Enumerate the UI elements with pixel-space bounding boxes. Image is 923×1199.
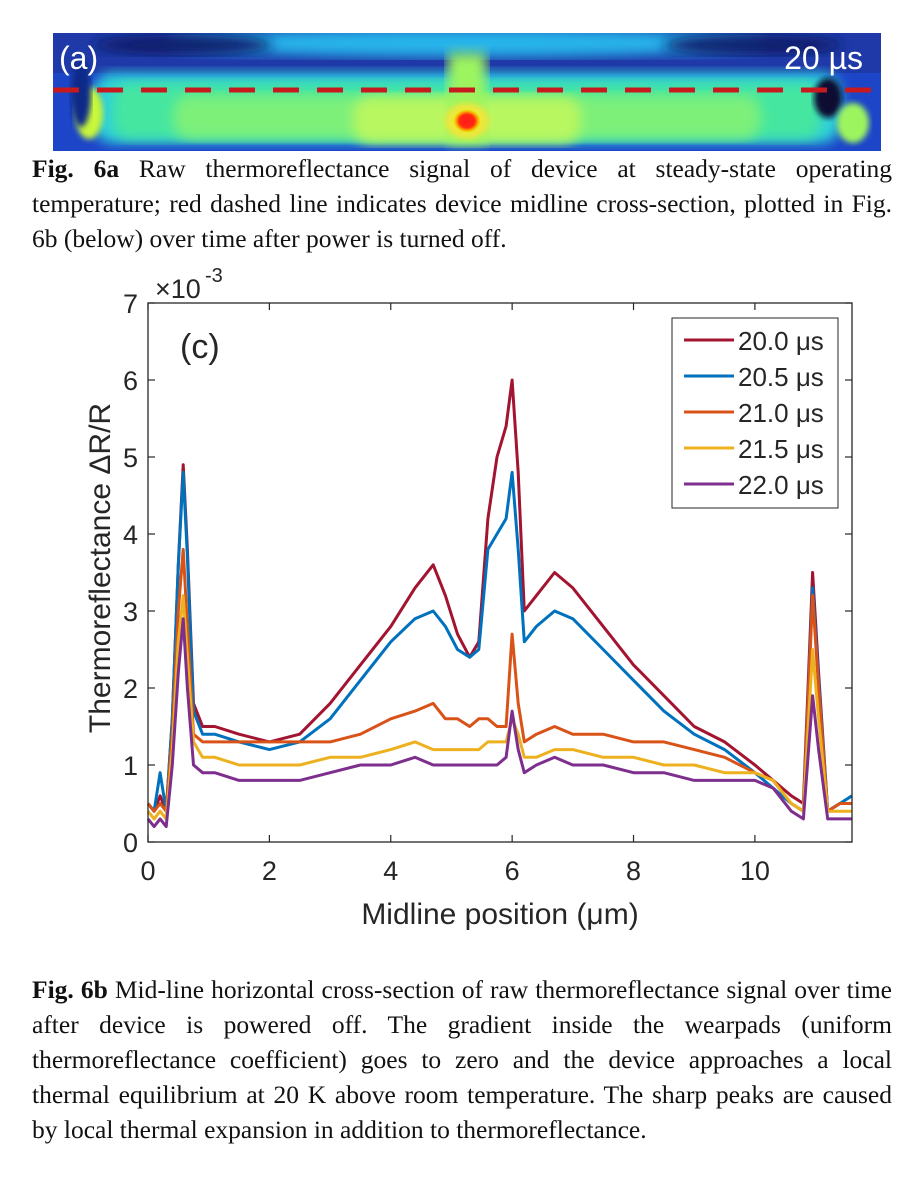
y-tick-label: 1	[123, 751, 138, 781]
caption-6a-text: Raw thermoreflectance signal of device a…	[32, 154, 892, 253]
y-tick-label: 6	[123, 366, 138, 396]
legend-label: 20.5 μs	[738, 362, 824, 392]
time-label: 20 µs	[784, 40, 863, 76]
legend-label: 21.0 μs	[738, 398, 824, 428]
panel-label-c: (c)	[180, 328, 220, 366]
x-tick-label: 2	[262, 856, 277, 886]
legend-label: 21.5 μs	[738, 434, 824, 464]
x-tick-label: 8	[626, 856, 641, 886]
caption-6a-label: Fig. 6a	[32, 154, 120, 183]
series-line	[146, 617, 852, 829]
x-tick-label: 10	[740, 856, 770, 886]
legend-label: 20.0 μs	[738, 326, 824, 356]
y-tick-label: 4	[123, 520, 138, 550]
x-axis-label: Midline position (μm)	[361, 898, 638, 931]
legend-label: 22.0 μs	[738, 470, 824, 500]
y-tick-label: 0	[123, 828, 138, 858]
y-exponent: -3	[205, 268, 223, 287]
y-tick-label: 2	[123, 674, 138, 704]
figure-6a-caption: Fig. 6a Raw thermoreflectance signal of …	[32, 151, 892, 256]
y-tick-label: 3	[123, 597, 138, 627]
x-tick-label: 4	[383, 856, 398, 886]
thermoreflectance-image: (a) 20 µs	[53, 33, 881, 151]
y-multiplier: ×10	[155, 274, 201, 304]
line-chart: 0 2 4 6 8 10 0 1 2 3 4 5 6 7 ×10 -3 (c) Midline posit…	[0, 265, 923, 958]
y-tick-label: 5	[123, 443, 138, 473]
figure-6b-caption: Fig. 6b Mid-line horizontal cross-sectio…	[32, 972, 892, 1147]
panel-label-a: (a)	[59, 40, 98, 76]
y-tick-label: 7	[123, 289, 138, 319]
series-line	[146, 594, 852, 821]
y-axis-label: Thermoreflectance ΔR/R	[84, 403, 117, 733]
x-tick-label: 0	[140, 856, 155, 886]
plot-box	[147, 302, 853, 843]
caption-6b-label: Fig. 6b	[32, 975, 108, 1004]
caption-6b-text: Mid-line horizontal cross-section of raw…	[32, 975, 892, 1144]
legend: 20.0 μs 20.5 μs 21.0 μs 21.5 μs 22.0 μs	[671, 317, 839, 509]
series-line	[146, 470, 853, 813]
x-tick-label: 6	[505, 856, 520, 886]
